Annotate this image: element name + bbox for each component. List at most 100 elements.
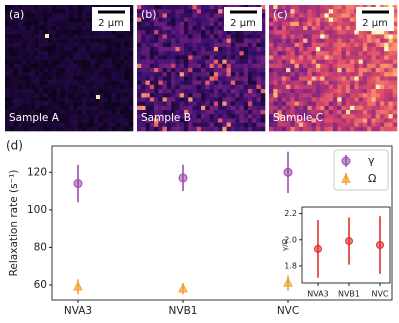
pixel xyxy=(201,110,206,115)
pixel xyxy=(341,17,347,23)
pixel xyxy=(26,38,31,44)
pixel xyxy=(226,97,232,102)
pixel xyxy=(111,110,117,115)
pixel xyxy=(388,122,394,128)
pixel xyxy=(98,101,104,107)
pixel xyxy=(158,9,163,14)
pixel xyxy=(341,21,347,27)
pixel xyxy=(51,55,57,60)
pixel xyxy=(294,118,300,123)
pixel xyxy=(26,21,31,27)
pixel xyxy=(226,114,232,119)
pixel xyxy=(222,101,227,107)
panel-label: (c) xyxy=(273,8,288,21)
pixel xyxy=(256,114,262,119)
pixel xyxy=(243,101,249,107)
pixel xyxy=(64,101,70,107)
pixel xyxy=(303,55,308,60)
pixel xyxy=(247,101,253,107)
pixel xyxy=(290,9,295,14)
pixel xyxy=(307,97,312,102)
pixel xyxy=(226,126,232,132)
pixel xyxy=(81,76,87,81)
pixel xyxy=(183,63,189,69)
pixel xyxy=(243,72,249,77)
pixel xyxy=(281,55,287,60)
pixel xyxy=(149,126,155,132)
pixel xyxy=(77,51,83,56)
pixel xyxy=(371,93,376,98)
pixel xyxy=(324,42,330,48)
pixel xyxy=(209,38,215,44)
pixel xyxy=(294,80,300,86)
pixel xyxy=(354,72,359,77)
pixel xyxy=(358,63,364,69)
pixel xyxy=(5,59,10,65)
pixel xyxy=(51,51,57,56)
pixel xyxy=(209,72,215,77)
pixel xyxy=(213,47,219,52)
pixel xyxy=(277,89,283,94)
pixel xyxy=(367,76,372,81)
pixel xyxy=(128,21,134,27)
pixel xyxy=(86,30,91,35)
pixel xyxy=(69,21,74,27)
pixel xyxy=(337,13,342,18)
pixel xyxy=(145,26,151,31)
pixel xyxy=(286,30,291,35)
pixel xyxy=(307,126,312,132)
pixel xyxy=(86,110,91,115)
pixel xyxy=(230,68,236,73)
pixel xyxy=(226,105,232,111)
pixel xyxy=(315,17,321,23)
pixel xyxy=(201,13,206,18)
pixel xyxy=(341,38,347,44)
pixel xyxy=(47,63,53,69)
pixel xyxy=(362,63,368,69)
pixel xyxy=(277,93,283,98)
pixel xyxy=(124,80,130,86)
pixel xyxy=(277,84,283,90)
pixel xyxy=(354,76,359,81)
pixel xyxy=(13,26,19,31)
pixel xyxy=(64,55,70,60)
pixel xyxy=(162,76,168,81)
pixel xyxy=(179,55,185,60)
pixel xyxy=(345,51,351,56)
pixel xyxy=(298,89,304,94)
pixel xyxy=(26,9,31,14)
pixel xyxy=(69,118,74,123)
pixel xyxy=(17,30,23,35)
pixel xyxy=(162,9,168,14)
pixel xyxy=(392,26,398,31)
pixel xyxy=(73,42,78,48)
pixel xyxy=(120,97,125,102)
pixel xyxy=(362,101,368,107)
pixel xyxy=(256,89,262,94)
pixel xyxy=(81,30,87,35)
pixel xyxy=(379,97,385,102)
pixel xyxy=(175,47,180,52)
pixel xyxy=(333,51,338,56)
pixel xyxy=(218,63,223,69)
pixel xyxy=(77,126,83,132)
pixel xyxy=(358,114,364,119)
pixel xyxy=(307,122,312,128)
pixel xyxy=(213,105,219,111)
pixel xyxy=(111,122,117,128)
pixel xyxy=(81,84,87,90)
pixel xyxy=(30,76,36,81)
pixel xyxy=(239,110,244,115)
pixel xyxy=(115,59,121,65)
pixel xyxy=(30,30,36,35)
pixel xyxy=(81,5,87,10)
pixel xyxy=(286,47,291,52)
pixel xyxy=(209,80,215,86)
pixel xyxy=(345,97,351,102)
pixel xyxy=(290,47,295,52)
pixel xyxy=(188,34,193,39)
pixel xyxy=(111,93,117,98)
data-point xyxy=(345,237,353,246)
pixel xyxy=(158,42,163,48)
pixel xyxy=(77,59,83,65)
